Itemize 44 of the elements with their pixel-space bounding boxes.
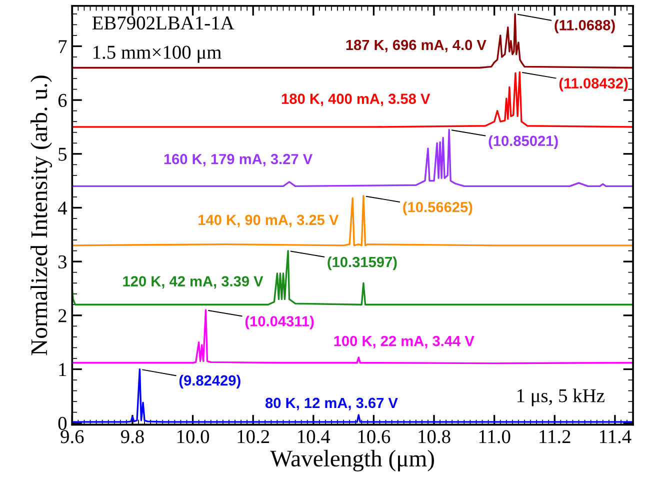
line-series — [72, 128, 634, 188]
x-tick-label: 11.2 — [540, 430, 570, 444]
x-tick-label: 10.4 — [298, 430, 330, 444]
y-tick-label: 1 — [59, 363, 66, 376]
series-label: 140 K, 90 mA, 3.25 V — [198, 214, 339, 228]
line-series — [72, 195, 634, 246]
y-tick-label: 2 — [58, 309, 66, 322]
line-series — [72, 250, 634, 306]
line-series — [72, 309, 634, 364]
series-label: 120 K, 42 mA, 3.39 V — [123, 276, 264, 289]
annotation: EB7902LBA1-1A — [92, 16, 234, 30]
y-tick-label: 3 — [58, 255, 67, 268]
series-label: 187 K, 696 mA, 4.0 V — [346, 40, 486, 52]
y-tick-label: 7 — [58, 40, 67, 53]
y-tick-label: 5 — [58, 148, 67, 161]
annotation: (10.85021) — [488, 135, 558, 149]
x-tick-label: 9.6 — [60, 430, 84, 444]
line-series — [72, 13, 634, 69]
annotation: (10.04311) — [245, 316, 314, 330]
annotation: (9.82429) — [179, 374, 240, 389]
x-tick-label: 11.4 — [600, 430, 632, 444]
series-label: 160 K, 179 mA, 3.27 V — [164, 154, 312, 166]
annotation: (11.08432) — [559, 78, 628, 92]
x-axis-title: Wavelength (μm) — [270, 450, 434, 472]
x-tick-label: 10.8 — [418, 430, 450, 444]
annotation: (10.56625) — [403, 202, 472, 216]
series-label: 80 K, 12 mA, 3.67 V — [265, 398, 398, 410]
annotation: (11.0688) — [554, 20, 615, 34]
x-tick-label: 11.0 — [479, 430, 510, 444]
line-series — [72, 71, 634, 128]
y-tick-label: 4 — [58, 202, 67, 214]
x-tick-label: 9.8 — [120, 430, 144, 444]
x-tick-label: 10.6 — [358, 430, 390, 444]
annotation: 1 μs, 5 kHz — [517, 388, 604, 406]
line-series — [72, 368, 634, 423]
series-label: 100 K, 22 mA, 3.44 V — [334, 336, 474, 348]
series-label: 180 K, 400 mA, 3.58 V — [282, 94, 430, 106]
x-tick-label: 10.0 — [177, 430, 210, 444]
y-axis-title: Normalized Intensity (arb. u.) — [30, 76, 52, 356]
y-tick-label: 0 — [58, 416, 67, 430]
y-tick-label: 6 — [58, 94, 67, 107]
x-tick-label: 10.2 — [238, 430, 270, 444]
annotation: (10.31597) — [328, 256, 397, 270]
annotation: 1.5 mm×100 μm — [94, 46, 222, 63]
